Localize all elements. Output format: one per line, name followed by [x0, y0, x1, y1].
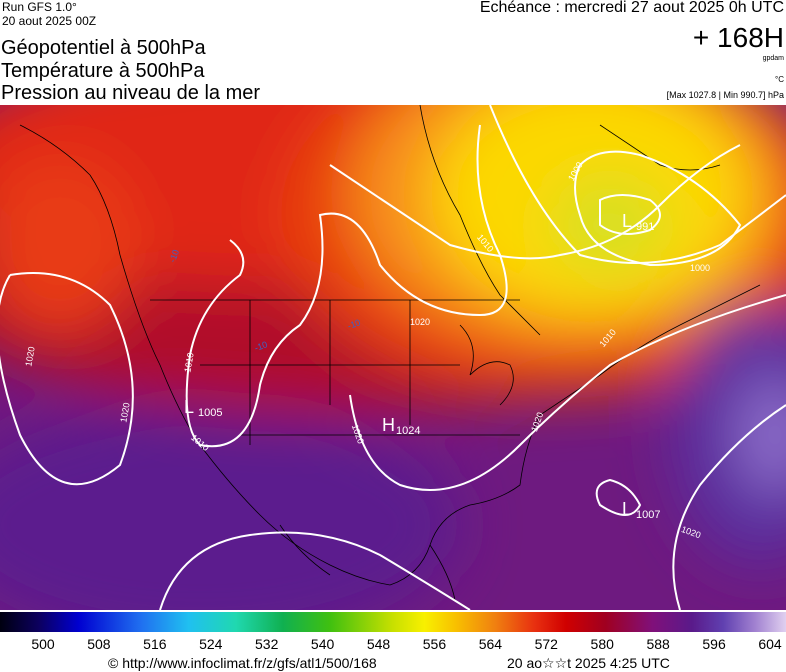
colorbar-label: 604 — [758, 636, 782, 652]
pressure-center-symbol: L — [622, 211, 632, 231]
colorbar-label: 548 — [366, 636, 391, 652]
isobar-label: 1010 — [182, 352, 195, 373]
isobar-label: 1000 — [690, 263, 710, 273]
colorbar-label: 580 — [590, 636, 614, 652]
coastlines — [19, 105, 761, 601]
unit: gpdam — [762, 55, 784, 62]
map: 1020 101010201010102010101000100010101020… — [0, 105, 786, 610]
pressure-range: [Max 1027.8 | Min 990.7] hPa — [666, 90, 784, 100]
valid-time: Echéance : mercredi 27 aout 2025 0h UTC — [479, 0, 784, 16]
isobars — [0, 105, 786, 610]
colorbar — [0, 612, 786, 632]
isobar-label: 1020 — [23, 346, 36, 367]
colorbar-label: 524 — [199, 636, 223, 652]
colorbar-label: 596 — [702, 636, 726, 652]
footer-generated: 20 ao☆☆t 2025 4:25 UTC — [507, 655, 670, 671]
pressure-center-value: 1005 — [198, 407, 222, 419]
unit: °C — [775, 75, 784, 84]
run-date: 20 aout 2025 00Z — [2, 14, 97, 28]
colorbar-label: 556 — [422, 636, 447, 652]
pressure-center-value: 991 — [636, 221, 654, 233]
isobar-label: 1020 — [118, 402, 131, 423]
colorbar-label: 540 — [310, 636, 335, 652]
field-title: Géopotentiel à 500hPa — [1, 37, 206, 59]
temperature-label: -10 — [346, 317, 362, 331]
pressure-center-symbol: L — [184, 397, 194, 417]
pressure-center-value: 1024 — [396, 425, 420, 437]
footer-source: © http://www.infoclimat.fr/z/gfs/atl1/50… — [108, 655, 377, 671]
colorbar-label: 588 — [646, 636, 670, 652]
field-title: Pression au niveau de la mer — [1, 82, 261, 104]
colorbar-label: 516 — [143, 636, 167, 652]
colorbar-label: 564 — [478, 636, 503, 652]
pressure-center-symbol: L — [622, 499, 632, 519]
field-title: Température à 500hPa — [1, 60, 205, 82]
temperature-label: -10 — [167, 248, 181, 264]
colorbar-label: 500 — [31, 636, 55, 652]
colorbar-label: 508 — [87, 636, 111, 652]
temperature-label: -10 — [253, 339, 269, 353]
colorbar-label: 532 — [255, 636, 279, 652]
pressure-center-value: 1007 — [636, 509, 660, 521]
pressure-center-symbol: H — [382, 415, 395, 435]
temperature-field — [0, 105, 786, 610]
colorbar-label: 572 — [534, 636, 558, 652]
run-label: Run GFS 1.0° — [2, 0, 77, 14]
lead-time: + 168H — [692, 22, 784, 53]
isobar-label: 1020 — [410, 317, 430, 327]
